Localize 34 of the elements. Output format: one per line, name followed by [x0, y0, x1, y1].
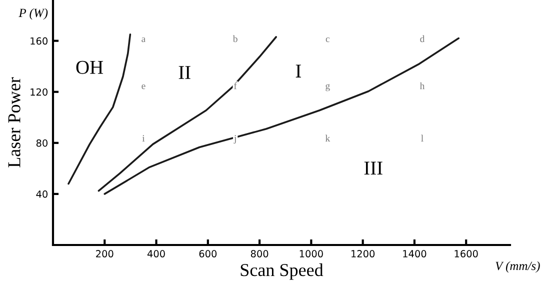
- annotation: a: [142, 37, 146, 42]
- x-tick-label: 400: [147, 250, 165, 258]
- annotation: e: [142, 84, 146, 90]
- annotation: OH: [76, 60, 104, 74]
- annotation: d: [420, 35, 425, 42]
- annotation: h: [420, 82, 425, 90]
- line-series: [104, 37, 460, 195]
- text: V (mm/s): [496, 261, 540, 273]
- annotation: k: [325, 134, 330, 142]
- y-tick-label: 40: [36, 190, 48, 198]
- annotation: f: [234, 82, 237, 90]
- y-tick-label: 80: [36, 139, 48, 147]
- x-tick-label: 1400: [403, 250, 426, 258]
- x-tick-label: 1600: [454, 250, 478, 258]
- y-tick-label: 160: [30, 37, 48, 45]
- x-tick-label: 800: [250, 250, 268, 258]
- annotation: II: [178, 66, 190, 79]
- annotation: i: [142, 135, 145, 142]
- x-axis-title: Scan Speed: [240, 263, 324, 280]
- annotation: c: [326, 37, 330, 42]
- annotation: I: [296, 64, 301, 78]
- x-tick-label: 1200: [352, 250, 375, 258]
- x-tick-label: 1000: [300, 250, 323, 258]
- text: P (W): [18, 8, 48, 20]
- annotation: III: [364, 162, 382, 174]
- x-tick-label: 600: [199, 250, 217, 258]
- line-series: [68, 34, 132, 185]
- y-axis-title: Laser Power: [8, 77, 20, 168]
- annotation: g: [326, 84, 330, 92]
- y-tick-label: 120: [30, 88, 48, 96]
- annotation: b: [232, 35, 238, 42]
- annotation: j: [234, 135, 236, 144]
- annotation: l: [421, 134, 424, 142]
- x-tick-label: 200: [96, 250, 114, 258]
